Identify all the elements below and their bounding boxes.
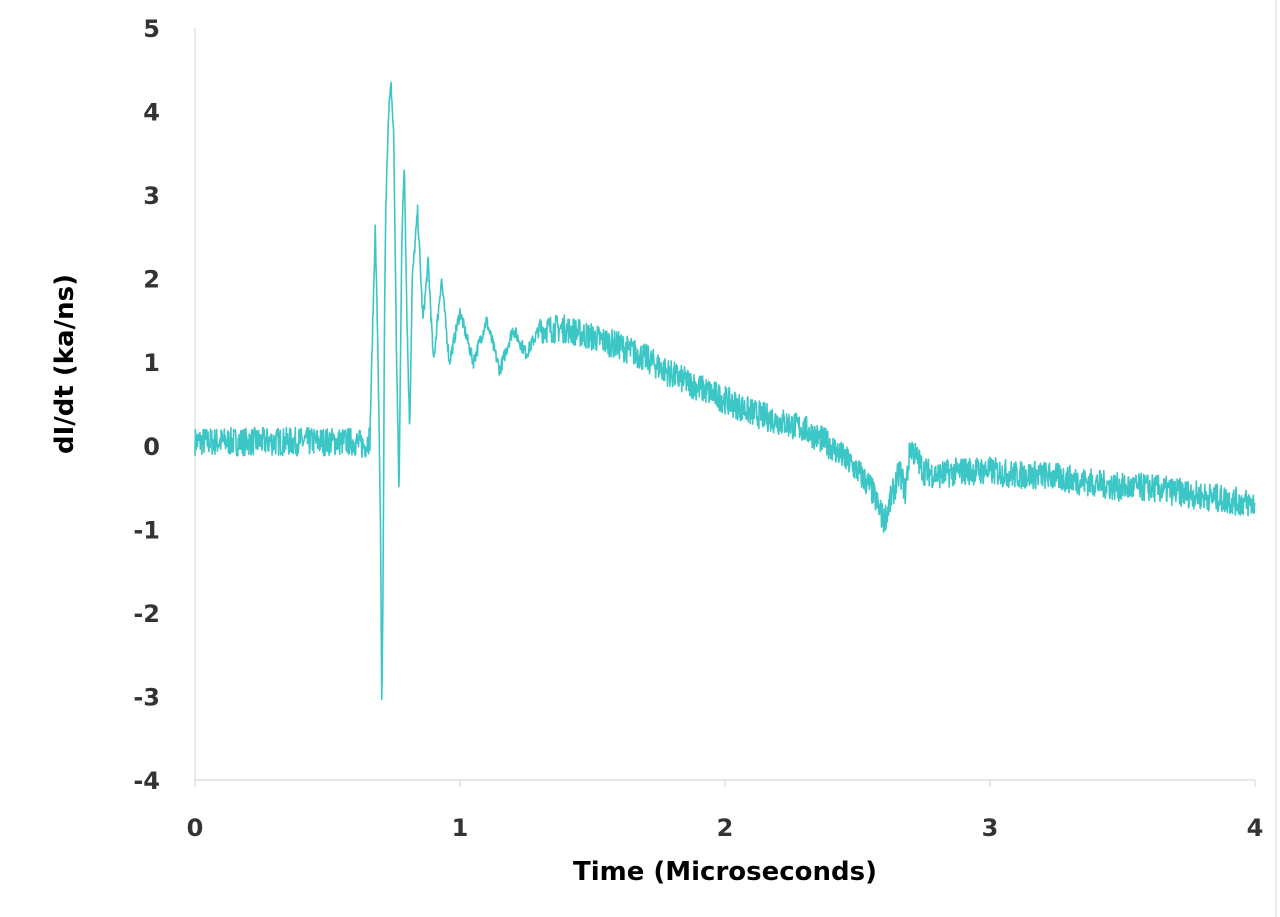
x-axis-title: Time (Microseconds)	[573, 857, 877, 887]
y-axis-title: dI/dt (ka/ns)	[50, 274, 80, 454]
y-tick-label: 2	[143, 266, 160, 294]
y-tick-label: -3	[133, 683, 160, 711]
series-group	[194, 81, 1256, 701]
y-tick-label: 4	[143, 99, 160, 127]
x-tick-label: 0	[187, 814, 204, 842]
y-tick-label: 0	[143, 433, 160, 461]
series-line-didt	[194, 81, 1256, 701]
y-tick-label: 3	[143, 182, 160, 210]
chart-axes	[194, 28, 1256, 787]
y-tick-label: -4	[133, 767, 160, 795]
y-axis-tick-labels: 5 4 3 2 1 0 -1 -2 -3 -4	[133, 15, 160, 795]
x-axis-tick-labels: 0 1 2 3 4	[187, 814, 1264, 842]
y-tick-label: -1	[133, 516, 160, 544]
y-tick-label: 1	[143, 349, 160, 377]
x-tick-label: 3	[982, 814, 999, 842]
x-tick-label: 4	[1247, 814, 1264, 842]
y-tick-label: 5	[143, 15, 160, 43]
y-tick-label: -2	[133, 600, 160, 628]
x-tick-label: 2	[717, 814, 734, 842]
x-tick-label: 1	[452, 814, 469, 842]
